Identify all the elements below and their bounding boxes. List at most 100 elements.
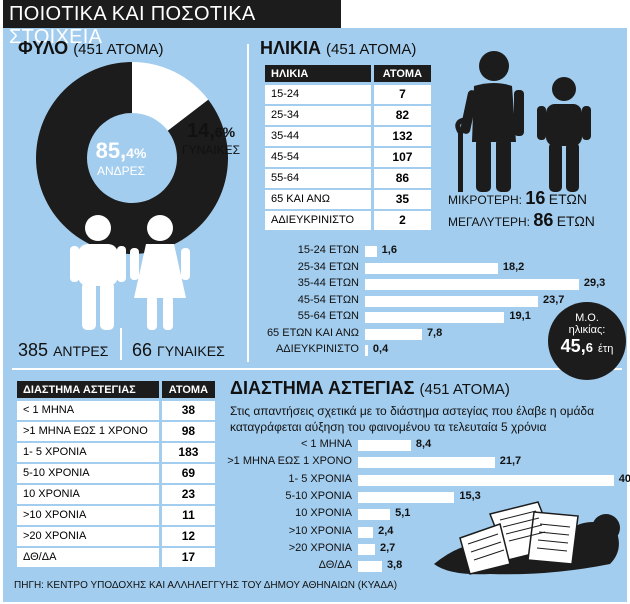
men-pct-sign: % bbox=[133, 145, 147, 161]
stay-table-row-label: 5-10 ΧΡΟΝΙΑ bbox=[14, 461, 162, 485]
stay-category-label: >20 ΧΡΟΝΙΑ bbox=[288, 541, 352, 554]
age-table-row: 65 ΚΑΙ ΑΝΩ 35 bbox=[262, 187, 435, 211]
stay-bar bbox=[358, 509, 391, 521]
men-count-label: ΑΝΤΡΕΣ bbox=[53, 343, 109, 359]
men-percentage: 85,4% ΑΝΔΡΕΣ bbox=[86, 138, 156, 178]
women-count-num: 66 bbox=[132, 340, 153, 360]
avg-unit: έτη bbox=[597, 343, 614, 355]
men-pct-int: 85, bbox=[95, 138, 127, 163]
age-heading: ΗΛΙΚΙΑ (451 ΑΤΟΜΑ) bbox=[260, 38, 416, 59]
stay-table-row-label: < 1 ΜΗΝΑ bbox=[14, 398, 162, 422]
stay-col-header: ΔΙΑΣΤΗΜΑ ΑΣΤΕΓΙΑΣ bbox=[14, 378, 162, 401]
youngest-unit: ΕΤΩΝ bbox=[548, 191, 587, 207]
stay-category-label: 10 ΧΡΟΝΙΑ bbox=[295, 507, 352, 520]
age-table-row-label: 35-44 bbox=[262, 124, 374, 148]
horizontal-divider bbox=[12, 368, 622, 370]
age-table-row-label: ΑΔΙΕΥΚΡΙΝΙΣΤΟ bbox=[262, 208, 374, 232]
age-table-row-value: 132 bbox=[370, 124, 435, 148]
page-title: ΠΟΙΟΤΙΚΑ ΚΑΙ ΠΟΣΟΤΙΚΑ ΣΤΟΙΧΕΙΑ bbox=[3, 0, 341, 48]
age-col-header: ΗΛΙΚΙΑ bbox=[262, 62, 374, 85]
gender-heading: ΦΥΛΟ (451 ΑΤΟΜΑ) bbox=[18, 38, 164, 59]
age-bar bbox=[365, 328, 422, 340]
age-category-label: 35-44 ΕΤΩΝ bbox=[297, 277, 359, 289]
men-pct-dec: 4 bbox=[126, 145, 134, 161]
stay-category-label: ΔΘ/ΔΑ bbox=[318, 559, 352, 572]
youngest-label: ΜΙΚΡΟΤΕΡΗ: bbox=[448, 193, 523, 207]
stay-bar bbox=[358, 474, 614, 486]
stay-value-label: 5,1 bbox=[395, 507, 411, 520]
stay-table-row-label: ΔΘ/ΔΑ bbox=[14, 545, 162, 569]
age-table-row-value: 35 bbox=[370, 187, 435, 211]
women-pct-sign: % bbox=[222, 124, 236, 140]
age-table-row-label: 15-24 bbox=[262, 82, 374, 106]
avg-value-dec: 6 bbox=[585, 340, 593, 355]
stay-table-row-value: 12 bbox=[158, 524, 219, 548]
age-table-row: 45-54 107 bbox=[262, 145, 435, 169]
stay-table-row-value: 38 bbox=[158, 398, 219, 422]
age-subtitle: (451 ΑΤΟΜΑ) bbox=[326, 41, 417, 58]
stay-table-row-value: 11 bbox=[158, 503, 219, 527]
youngest-num: 16 bbox=[525, 188, 546, 208]
age-value-label: 7,8 bbox=[426, 326, 443, 339]
stay-title: ΔΙΑΣΤΗΜΑ ΑΣΤΕΓΙΑΣ bbox=[230, 378, 415, 398]
age-bar bbox=[365, 246, 377, 257]
stay-table-row-value: 98 bbox=[158, 419, 219, 443]
oldest-num: 86 bbox=[533, 210, 554, 230]
stay-value-label: 15,3 bbox=[459, 489, 481, 502]
age-category-label: 15-24 ΕΤΩΝ bbox=[297, 244, 359, 256]
stay-subtitle: (451 ΑΤΟΜΑ) bbox=[419, 381, 510, 398]
stay-value-label: 2,7 bbox=[380, 541, 396, 554]
stay-table: ΔΙΑΣΤΗΜΑ ΑΣΤΕΓΙΑΣ ΑΤΟΜΑ < 1 ΜΗΝΑ 38 >1 ΜΗΝ… bbox=[14, 378, 219, 569]
vertical-divider bbox=[247, 44, 249, 362]
age-title: ΗΛΙΚΙΑ bbox=[260, 38, 322, 58]
elderly-man-icon bbox=[455, 51, 524, 192]
young-man-icon bbox=[537, 77, 591, 192]
stay-value-label: 21,7 bbox=[499, 455, 522, 468]
age-bar bbox=[365, 279, 579, 290]
stay-category-label: >1 ΜΗΝΑ ΕΩΣ 1 ΧΡΟΝΟ bbox=[227, 455, 352, 468]
stay-bar bbox=[358, 543, 375, 555]
stay-category-label: 1- 5 ΧΡΟΝΙΑ bbox=[288, 472, 352, 485]
age-table: ΗΛΙΚΙΑ ΑΤΟΜΑ 15-24 7 25-34 82 35-44 132 45-54 1… bbox=[262, 62, 435, 232]
stay-table-row: 5-10 ΧΡΟΝΙΑ 69 bbox=[14, 461, 219, 485]
age-table-row-value: 82 bbox=[370, 103, 435, 127]
stay-description: Στις απαντήσεις σχετικά με το διάστημα α… bbox=[230, 404, 595, 434]
age-value-label: 29,3 bbox=[583, 277, 606, 289]
age-bar bbox=[365, 262, 498, 274]
age-table-row-label: 65 ΚΑΙ ΑΝΩ bbox=[262, 187, 374, 211]
stay-category-label: < 1 ΜΗΝΑ bbox=[300, 438, 352, 450]
woman-figure-icon bbox=[130, 215, 190, 330]
stay-category-label: 5-10 ΧΡΟΝΙΑ bbox=[285, 489, 352, 502]
women-percentage: 14,6% ΓΥΝΑΙΚΕΣ bbox=[178, 120, 244, 157]
gender-title: ΦΥΛΟ bbox=[18, 38, 69, 58]
stay-table-row-label: >1 ΜΗΝΑ ΕΩΣ 1 ΧΡΟΝΟ bbox=[14, 419, 162, 443]
stay-value-label: 40,6 bbox=[618, 472, 630, 485]
stay-table-row: < 1 ΜΗΝΑ 38 bbox=[14, 398, 219, 422]
stay-table-row: >1 ΜΗΝΑ ΕΩΣ 1 ΧΡΟΝΟ 98 bbox=[14, 419, 219, 443]
man-figure-icon bbox=[70, 215, 126, 330]
age-category-label: 25-34 ΕΤΩΝ bbox=[297, 260, 359, 273]
women-pct-int: 14, bbox=[186, 120, 215, 142]
age-category-label: ΑΔΙΕΥΚΡΙΝΙΣΤΟ bbox=[275, 343, 359, 355]
stay-table-row: 1- 5 ΧΡΟΝΙΑ 183 bbox=[14, 440, 219, 464]
stay-table-row-label: 1- 5 ΧΡΟΝΙΑ bbox=[14, 440, 162, 464]
gender-subtitle: (451 ΑΤΟΜΑ) bbox=[73, 41, 164, 58]
stay-table-row: >20 ΧΡΟΝΙΑ 12 bbox=[14, 524, 219, 548]
men-count-num: 385 bbox=[18, 340, 49, 360]
stay-count-col-header: ΑΤΟΜΑ bbox=[158, 378, 219, 401]
average-age-badge: Μ.Ο. ηλικίας: 45,6 έτη bbox=[548, 302, 626, 380]
age-value-label: 19,1 bbox=[509, 310, 531, 322]
women-label: ΓΥΝΑΙΚΕΣ bbox=[181, 143, 241, 157]
age-count-col-header: ΑΤΟΜΑ bbox=[370, 62, 435, 85]
women-count: 66 ΓΥΝΑΙΚΕΣ bbox=[132, 340, 225, 361]
men-label: ΑΝΔΡΕΣ bbox=[96, 164, 146, 178]
gender-count-divider bbox=[120, 328, 122, 360]
age-table-row: 35-44 132 bbox=[262, 124, 435, 148]
stay-table-row-label: >20 ΧΡΟΝΙΑ bbox=[14, 524, 162, 548]
women-pct-dec: 6 bbox=[214, 124, 223, 140]
oldest-unit: ΕΤΩΝ bbox=[556, 213, 595, 229]
donut-hole bbox=[87, 113, 177, 203]
avg-label-2: ηλικίας: bbox=[568, 324, 606, 336]
oldest-label: ΜΕΓΑΛΥΤΕΡΗ: bbox=[448, 215, 530, 229]
age-category-label: 65 ΕΤΩΝ ΚΑΙ ΑΝΩ bbox=[266, 326, 359, 339]
